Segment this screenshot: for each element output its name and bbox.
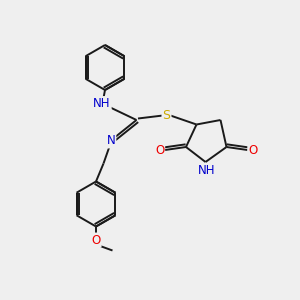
Text: NH: NH <box>198 164 216 178</box>
Text: O: O <box>155 143 164 157</box>
Text: S: S <box>163 109 170 122</box>
Text: N: N <box>106 134 116 148</box>
Text: NH: NH <box>93 97 111 110</box>
Text: O: O <box>248 143 257 157</box>
Text: O: O <box>92 233 100 247</box>
